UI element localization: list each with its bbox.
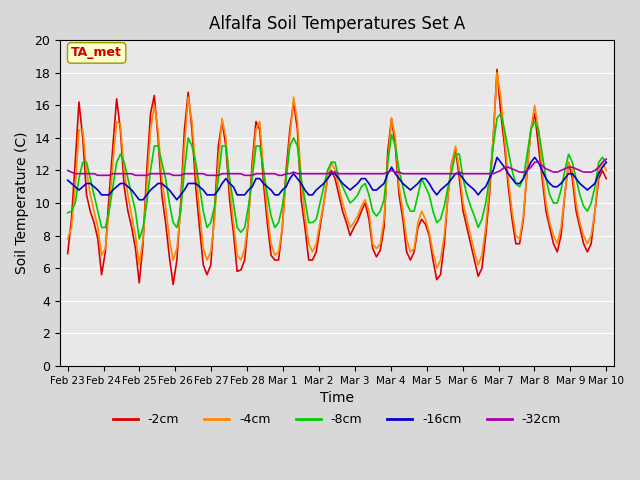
Title: Alfalfa Soil Temperatures Set A: Alfalfa Soil Temperatures Set A [209, 15, 465, 33]
X-axis label: Time: Time [320, 391, 354, 405]
Legend: -2cm, -4cm, -8cm, -16cm, -32cm: -2cm, -4cm, -8cm, -16cm, -32cm [108, 408, 566, 432]
Text: TA_met: TA_met [71, 47, 122, 60]
Y-axis label: Soil Temperature (C): Soil Temperature (C) [15, 132, 29, 274]
